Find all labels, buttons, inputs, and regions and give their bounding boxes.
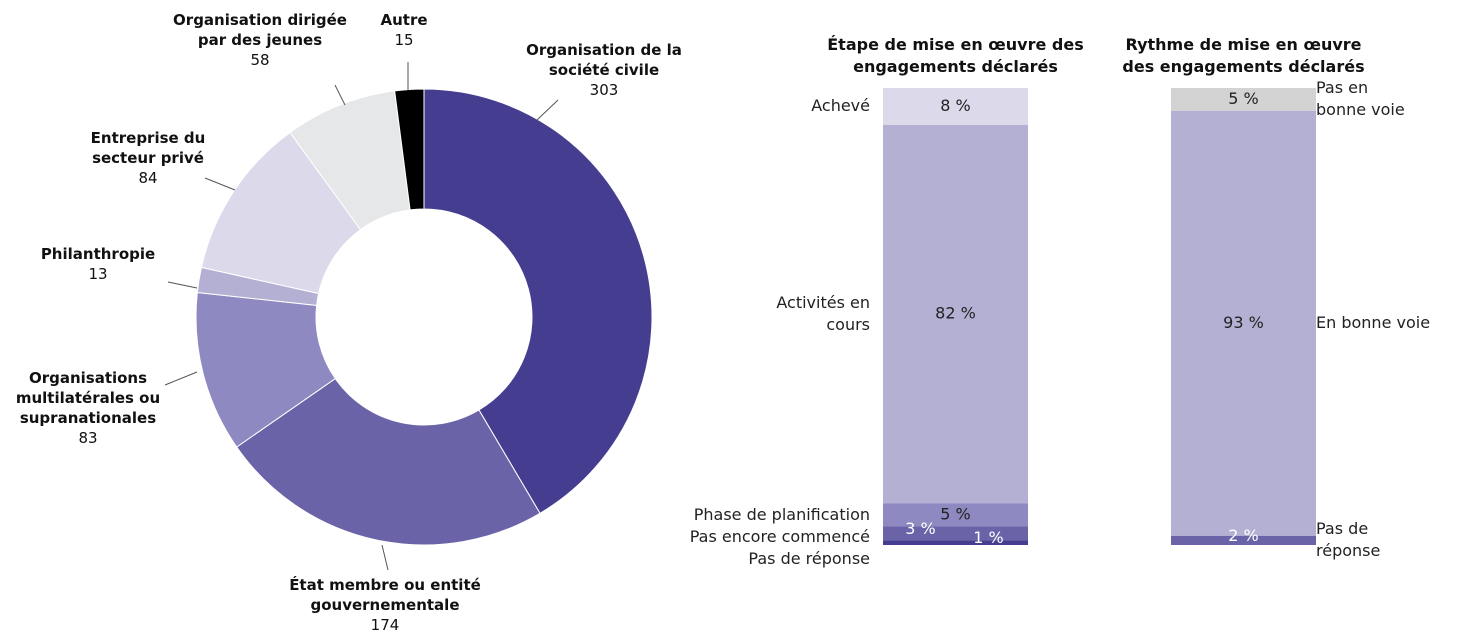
slice-name: Philanthropie	[40, 245, 156, 263]
slice-label: Organisation dirigée par des jeunes 58	[165, 10, 355, 70]
bar-segment	[1171, 110, 1316, 536]
leader-line	[204, 177, 236, 191]
bar-segment	[1171, 88, 1316, 111]
slice-name: État membre ou entité gouvernementale	[289, 576, 481, 614]
slice-label: Autre 15	[364, 10, 444, 50]
category-label: Pas de réponse	[748, 548, 870, 568]
value-label: 5 %	[1228, 89, 1258, 108]
value-label: 2 %	[1228, 526, 1258, 545]
leader-line	[381, 544, 389, 571]
value-label: 82 %	[935, 304, 976, 323]
value-label: 1 %	[973, 528, 1003, 547]
bar-segment	[883, 124, 1028, 504]
slice-value: 303	[589, 81, 619, 99]
chart-title: Rythme de mise en œuvre des engagements …	[1122, 35, 1365, 76]
category-label: En bonne voie	[1316, 313, 1431, 333]
donut-slice	[394, 88, 425, 211]
slice-name: Entreprise du secteur privé	[90, 129, 206, 167]
slice-value: 15	[394, 31, 414, 49]
bar-segment	[883, 503, 1028, 527]
slice-label: Philanthropie 13	[28, 244, 168, 284]
slice-name: Organisation de la société civile	[526, 41, 682, 79]
slice-value: 83	[78, 429, 98, 447]
chart-title: Étape de mise en œuvre des engagements d…	[827, 35, 1084, 76]
slice-label: Entreprise du secteur privé 84	[78, 128, 218, 188]
category-label: Activités en cours	[776, 293, 870, 335]
leader-line	[536, 99, 559, 121]
slice-label: État membre ou entité gouvernementale 174	[265, 575, 505, 635]
slice-value: 58	[250, 51, 270, 69]
leader-line	[167, 281, 198, 289]
donut-slice	[236, 377, 541, 546]
bar-segment	[883, 526, 1028, 541]
category-label: Pas encore commencé	[689, 526, 870, 546]
slice-name: Organisations multilatérales ou supranat…	[15, 369, 161, 427]
slice-name: Autre	[380, 11, 428, 29]
bar-segment	[883, 540, 1028, 545]
value-label: 3 %	[905, 519, 935, 538]
category-label: Achevé	[811, 96, 870, 116]
slice-label: Organisation de la société civile 303	[509, 40, 699, 100]
slice-value: 174	[370, 616, 400, 634]
category-label: Phase de planification	[693, 504, 870, 524]
slice-label: Organisations multilatérales ou supranat…	[8, 368, 168, 448]
slice-name: Organisation dirigée par des jeunes	[173, 11, 347, 49]
value-label: 8 %	[940, 96, 970, 115]
leader-line	[334, 84, 346, 106]
donut-slice	[423, 88, 653, 514]
category-label: Pas de réponse	[1316, 519, 1381, 561]
slice-value: 13	[88, 265, 108, 283]
slice-value: 84	[138, 169, 158, 187]
category-label: Pas en bonne voie	[1316, 78, 1405, 120]
value-label: 5 %	[940, 504, 970, 523]
bar-segment	[883, 88, 1028, 125]
leader-line	[164, 371, 198, 386]
value-label: 93 %	[1223, 313, 1264, 332]
bar-segment	[1171, 535, 1316, 545]
